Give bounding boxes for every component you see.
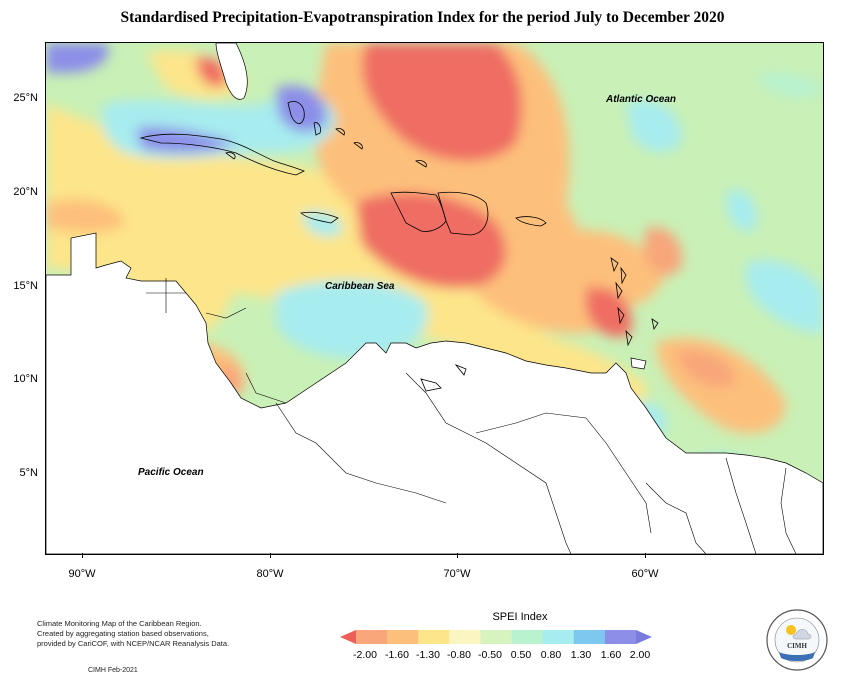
description-line-3: provided by CariCOF, with NCEP/NCAR Rean… bbox=[37, 639, 230, 648]
lat-label-20n: 20°N bbox=[13, 186, 38, 198]
legend-swatch bbox=[573, 630, 606, 644]
atlantic-ocean-label: Atlantic Ocean bbox=[606, 94, 677, 105]
legend-swatch bbox=[604, 630, 637, 644]
legend-swatch bbox=[542, 630, 575, 644]
map-credit: CIMH Feb-2021 bbox=[88, 667, 138, 674]
cimh-logo: CIMH bbox=[766, 609, 828, 671]
description-line-2: Created by aggregating station based obs… bbox=[37, 629, 209, 638]
legend-swatch bbox=[480, 630, 513, 644]
legend-swatch bbox=[449, 630, 481, 644]
tick-80w bbox=[270, 553, 271, 558]
tick-60w bbox=[645, 553, 646, 558]
lat-label-10n: 10°N bbox=[13, 373, 38, 385]
legend-arrow-low bbox=[340, 630, 356, 644]
tick-90w bbox=[82, 553, 83, 558]
caribbean-sea-label: Caribbean Sea bbox=[325, 281, 395, 292]
legend-label: -0.80 bbox=[447, 649, 471, 661]
legend-label: 0.80 bbox=[540, 649, 562, 661]
tick-70w bbox=[457, 553, 458, 558]
lat-label-15n: 15°N bbox=[13, 280, 38, 292]
lon-label-70w: 70°W bbox=[443, 568, 471, 580]
legend-color-bar bbox=[340, 630, 652, 644]
lon-label-80w: 80°W bbox=[256, 568, 284, 580]
legend-swatch bbox=[387, 630, 419, 644]
pacific-ocean-label: Pacific Ocean bbox=[138, 467, 204, 478]
wave-icon bbox=[779, 652, 815, 661]
legend-swatch bbox=[418, 630, 450, 644]
legend-label: 1.60 bbox=[600, 649, 622, 661]
logo-inner bbox=[774, 617, 820, 663]
lon-label-60w: 60°W bbox=[631, 568, 659, 580]
legend-label: -0.50 bbox=[478, 649, 502, 661]
lat-label-25n: 25°N bbox=[13, 92, 38, 104]
legend-label: -2.00 bbox=[353, 649, 377, 661]
lat-label-5n: 5°N bbox=[19, 467, 38, 479]
legend-label: 0.50 bbox=[510, 649, 532, 661]
description-line-1: Climate Monitoring Map of the Caribbean … bbox=[37, 619, 202, 628]
legend-arrow-high bbox=[636, 630, 652, 644]
legend-label: 2.00 bbox=[629, 649, 651, 661]
legend-label: -1.30 bbox=[416, 649, 440, 661]
legend-swatch bbox=[511, 630, 544, 644]
legend-label: -1.60 bbox=[385, 649, 409, 661]
legend-swatch bbox=[356, 630, 388, 644]
legend-title: SPEI Index bbox=[492, 611, 548, 623]
spei-map-canvas bbox=[46, 43, 823, 554]
map-title: Standardised Precipitation-Evapotranspir… bbox=[120, 9, 725, 26]
lon-label-90w: 90°W bbox=[68, 568, 96, 580]
spei-map bbox=[45, 42, 824, 555]
cloud-icon bbox=[792, 629, 812, 640]
logo-text: CIMH bbox=[787, 642, 807, 650]
map-description: Climate Monitoring Map of the Caribbean … bbox=[37, 619, 237, 649]
legend-label: 1.30 bbox=[570, 649, 592, 661]
sun-icon bbox=[786, 625, 796, 635]
